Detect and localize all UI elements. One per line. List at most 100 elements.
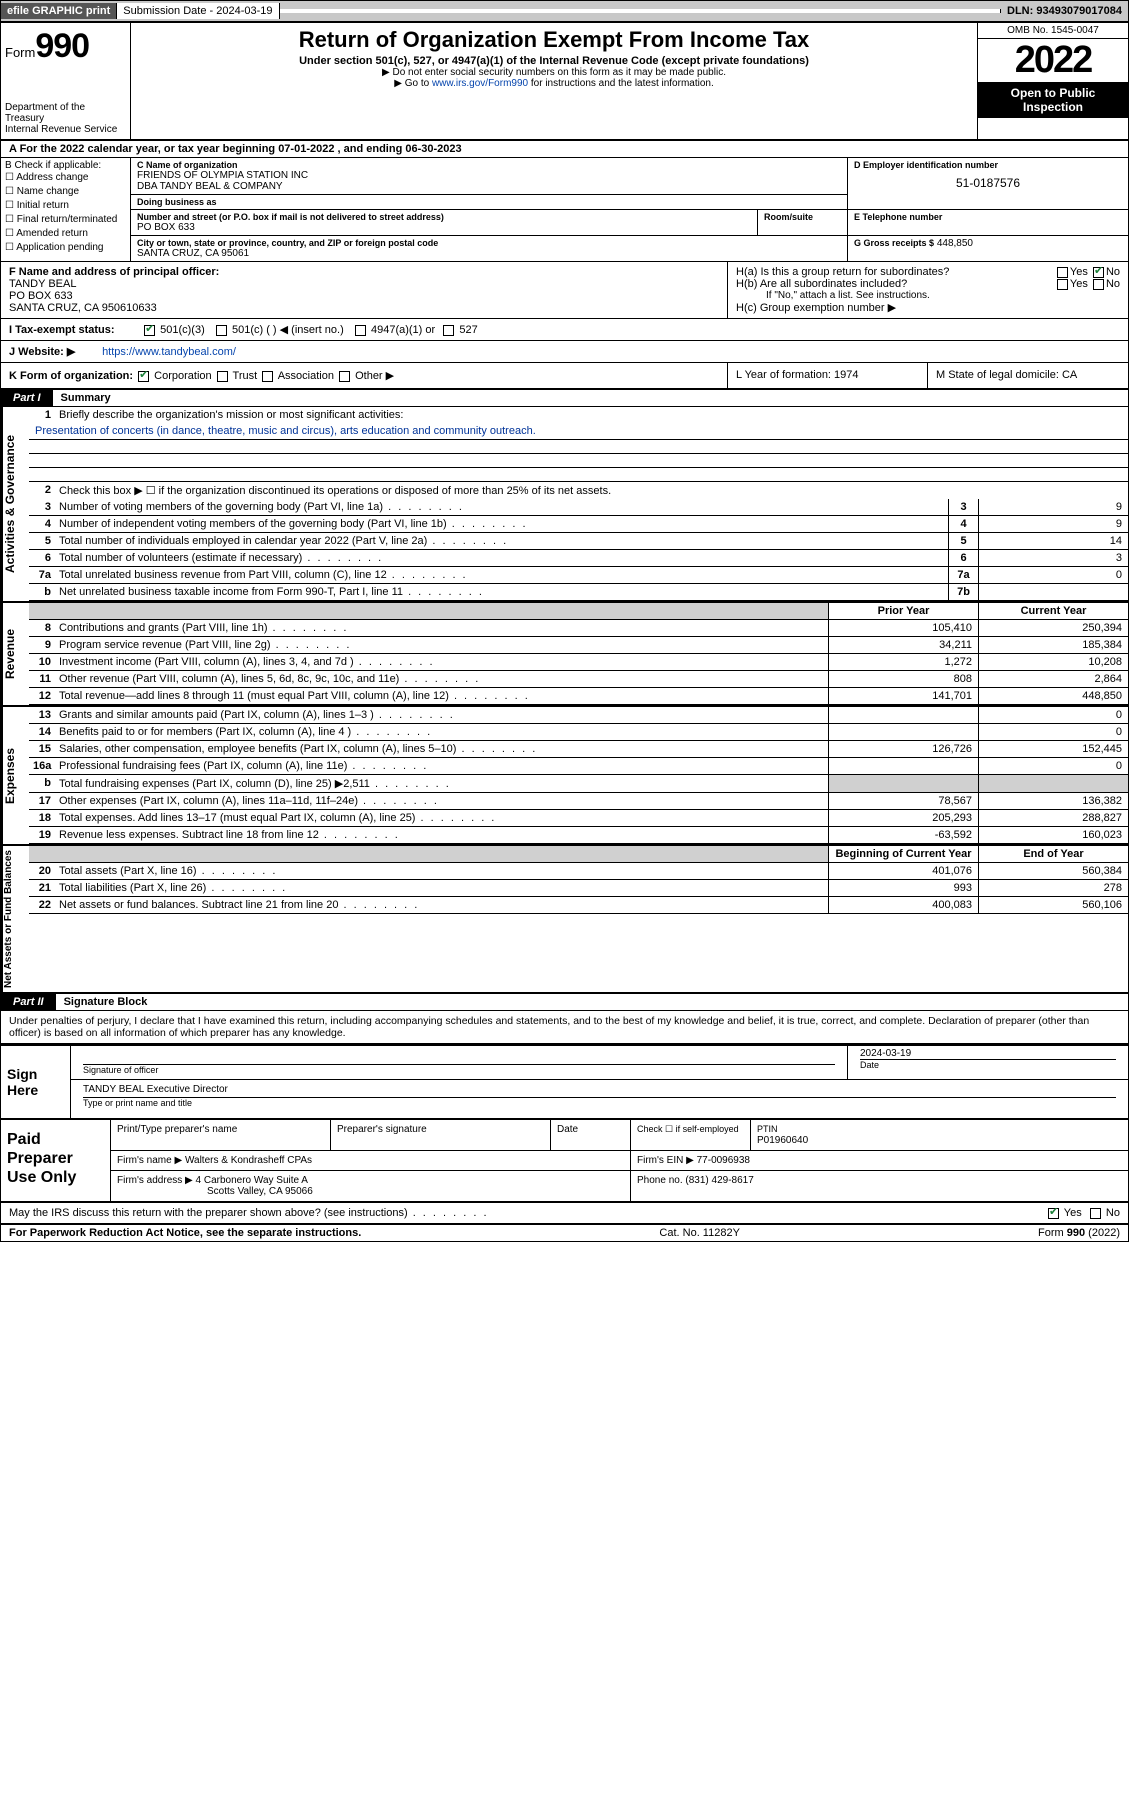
firm-ein-box: Firm's EIN ▶ 77-0096938 xyxy=(631,1151,1128,1170)
section-activities-governance: Activities & Governance 1Briefly describ… xyxy=(1,407,1128,603)
summary-row: 15Salaries, other compensation, employee… xyxy=(29,741,1128,758)
officer-name: TANDY BEAL xyxy=(9,278,76,290)
dba-label: Doing business as xyxy=(137,197,841,207)
chk-4947[interactable] xyxy=(355,325,366,336)
part1-header: Part I Summary xyxy=(1,390,1128,407)
ha-yes-check[interactable] xyxy=(1057,267,1068,278)
chk-app-pending[interactable]: ☐ Application pending xyxy=(5,241,126,255)
part1-title: Summary xyxy=(53,390,119,406)
mission-blank-3 xyxy=(29,468,1128,482)
col-cdeg: C Name of organization FRIENDS OF OLYMPI… xyxy=(131,158,1128,261)
ha-no-check[interactable] xyxy=(1093,267,1104,278)
pp-row-1: Print/Type preparer's name Preparer's si… xyxy=(111,1120,1128,1151)
chk-initial-return[interactable]: ☐ Initial return xyxy=(5,199,126,213)
mission-blank-2 xyxy=(29,454,1128,468)
discuss-no[interactable] xyxy=(1090,1208,1101,1219)
chk-assoc[interactable] xyxy=(262,371,273,382)
chk-501c3[interactable] xyxy=(144,325,155,336)
side-label-rev: Revenue xyxy=(1,603,29,705)
section-revenue: Revenue Prior Year Current Year 8Contrib… xyxy=(1,603,1128,707)
summary-row: 13Grants and similar amounts paid (Part … xyxy=(29,707,1128,724)
b-opt-4: Amended return xyxy=(16,228,88,239)
d-ein-box: D Employer identification number 51-0187… xyxy=(848,158,1128,195)
chk-name-change[interactable]: ☐ Name change xyxy=(5,185,126,199)
room-label: Room/suite xyxy=(764,212,841,222)
footer: For Paperwork Reduction Act Notice, see … xyxy=(1,1225,1128,1241)
col-l: L Year of formation: 1974 xyxy=(728,363,928,388)
pp-h1: Print/Type preparer's name xyxy=(111,1120,331,1150)
col-h: H(a) Is this a group return for subordin… xyxy=(728,262,1128,318)
chk-address-change[interactable]: ☐ Address change xyxy=(5,171,126,185)
sig-date-box: 2024-03-19 Date xyxy=(848,1046,1128,1079)
sign-fields: Signature of officer 2024-03-19 Date TAN… xyxy=(71,1046,1128,1118)
ptin-value: P01960640 xyxy=(757,1135,808,1146)
hb-yes-check[interactable] xyxy=(1057,279,1068,290)
footer-left: For Paperwork Reduction Act Notice, see … xyxy=(9,1227,361,1239)
row-a-tax-year: A For the 2022 calendar year, or tax yea… xyxy=(1,141,1128,158)
discuss-text: May the IRS discuss this return with the… xyxy=(9,1207,489,1219)
firm-ein: 77-0096938 xyxy=(697,1155,750,1166)
discuss-yes[interactable] xyxy=(1048,1208,1059,1219)
tax-year: 2022 xyxy=(978,39,1128,82)
chk-trust[interactable] xyxy=(217,371,228,382)
pp-row-2: Firm's name ▶ Walters & Kondrasheff CPAs… xyxy=(111,1151,1128,1171)
row-a-text: A For the 2022 calendar year, or tax yea… xyxy=(9,143,462,155)
ptin-label: PTIN xyxy=(757,1124,778,1134)
hb-no-check[interactable] xyxy=(1093,279,1104,290)
col-k: K Form of organization: Corporation Trus… xyxy=(1,363,728,388)
pp-ptin-box: PTINP01960640 xyxy=(751,1120,1128,1150)
chk-527[interactable] xyxy=(443,325,454,336)
form-header: Form990 Department of the Treasury Inter… xyxy=(1,23,1128,141)
org-name: FRIENDS OF OLYMPIA STATION INC xyxy=(137,170,841,181)
summary-row: 12Total revenue—add lines 8 through 11 (… xyxy=(29,688,1128,705)
firm-addr2: Scotts Valley, CA 95066 xyxy=(117,1186,313,1197)
chk-amended[interactable]: ☐ Amended return xyxy=(5,227,126,241)
footer-right: Form 990 (2022) xyxy=(1038,1227,1120,1239)
sig-date-label: Date xyxy=(854,1060,1122,1070)
section-net-assets: Net Assets or Fund Balances Beginning of… xyxy=(1,846,1128,994)
b-opt-2: Initial return xyxy=(17,200,69,211)
chk-other[interactable] xyxy=(339,371,350,382)
ag-rows: 3Number of voting members of the governi… xyxy=(29,499,1128,601)
row-f-h: F Name and address of principal officer:… xyxy=(1,262,1128,319)
block-b-to-g: B Check if applicable: ☐ Address change … xyxy=(1,158,1128,262)
website-link[interactable]: https://www.tandybeal.com/ xyxy=(102,346,236,358)
ein-label: Firm's EIN ▶ xyxy=(637,1155,694,1166)
row-i: I Tax-exempt status: 501(c)(3) 501(c) ( … xyxy=(1,319,1128,341)
b-opt-0: Address change xyxy=(16,172,88,183)
b-opt-3: Final return/terminated xyxy=(17,214,118,225)
h-c-text: H(c) Group exemption number ▶ xyxy=(736,301,1120,314)
city-box: City or town, state or province, country… xyxy=(131,236,848,261)
chk-corp[interactable] xyxy=(138,371,149,382)
col-b-checkboxes: B Check if applicable: ☐ Address change … xyxy=(1,158,131,261)
part2-header: Part II Signature Block xyxy=(1,994,1128,1011)
row-klm: K Form of organization: Corporation Trus… xyxy=(1,363,1128,390)
k-label: K Form of organization: xyxy=(9,370,133,382)
firm-addr-label: Firm's address ▶ xyxy=(117,1175,193,1186)
sig-officer-label: Signature of officer xyxy=(77,1065,841,1075)
firm-name-box: Firm's name ▶ Walters & Kondrasheff CPAs xyxy=(111,1151,631,1170)
mission-blank-1 xyxy=(29,440,1128,454)
dept-treasury: Department of the Treasury Internal Reve… xyxy=(5,102,126,135)
firm-label: Firm's name ▶ xyxy=(117,1155,182,1166)
form-id-box: Form990 Department of the Treasury Inter… xyxy=(1,23,131,139)
addr-value: PO BOX 633 xyxy=(137,222,751,233)
h-a-row: H(a) Is this a group return for subordin… xyxy=(736,266,1120,278)
chk-501c[interactable] xyxy=(216,325,227,336)
footer-mid: Cat. No. 11282Y xyxy=(659,1227,740,1239)
ag-body: 1Briefly describe the organization's mis… xyxy=(29,407,1128,601)
efile-print-btn[interactable]: efile GRAPHIC print xyxy=(1,3,117,19)
summary-row: 20Total assets (Part X, line 16)401,0765… xyxy=(29,863,1128,880)
addr-label: Number and street (or P.O. box if mail i… xyxy=(137,212,751,222)
d-label: D Employer identification number xyxy=(854,160,1122,170)
col-prior-hdr: Prior Year xyxy=(828,603,978,619)
city-label: City or town, state or province, country… xyxy=(137,238,841,248)
city-value: SANTA CRUZ, CA 95061 xyxy=(137,248,841,259)
irs-link[interactable]: www.irs.gov/Form990 xyxy=(432,78,528,89)
summary-row: 5Total number of individuals employed in… xyxy=(29,533,1128,550)
pp-h3: Date xyxy=(551,1120,631,1150)
e-label: E Telephone number xyxy=(854,212,1122,222)
chk-final-return[interactable]: ☐ Final return/terminated xyxy=(5,213,126,227)
summary-row: 10Investment income (Part VIII, column (… xyxy=(29,654,1128,671)
h-b-note: If "No," attach a list. See instructions… xyxy=(736,290,1120,301)
